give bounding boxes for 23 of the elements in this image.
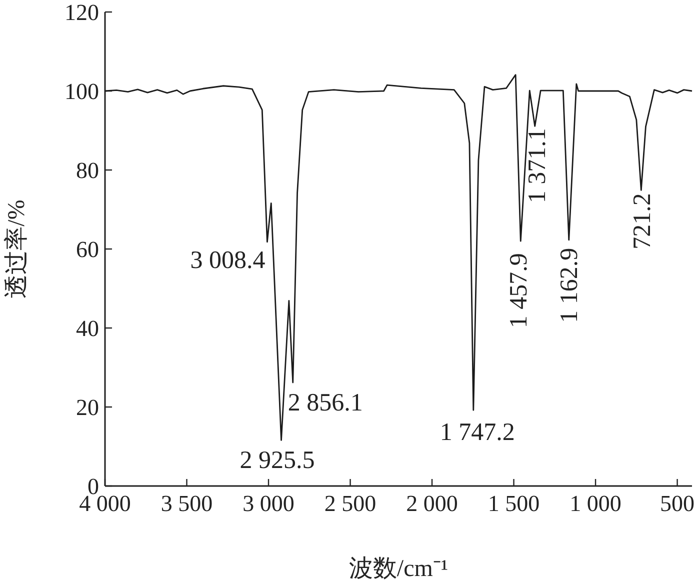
y-tick-label: 40 [76,316,99,341]
x-tick-label: 2 500 [324,491,376,516]
x-tick-label: 3 000 [242,491,294,516]
annotation: 3 008.4 [190,246,266,274]
x-tick-label: 500 [660,491,695,516]
annotation: 1 747.2 [440,419,515,446]
y-tick-label: 80 [76,158,99,183]
annotation: 721.2 [629,193,656,250]
y-tick-label: 100 [64,79,99,104]
x-tick-label: 1 500 [488,491,540,516]
annotation: 1 371.1 [524,128,551,204]
x-tick-label: 3 500 [160,491,213,516]
x-axis-title: 波数/cm⁻¹ [348,556,448,582]
annotation: 2 856.1 [288,390,363,417]
annotation: 1 162.9 [556,248,583,323]
annotation: 2 925.5 [240,447,315,474]
y-tick-label: 60 [76,237,99,262]
x-tick-label: 1 000 [570,491,622,516]
x-tick-label: 2 000 [406,491,458,516]
y-tick-label: 120 [64,0,99,25]
y-axis-title: 透过率/% [3,200,30,298]
y-tick-label: 20 [76,395,99,420]
annotation: 1 457.9 [506,253,533,328]
